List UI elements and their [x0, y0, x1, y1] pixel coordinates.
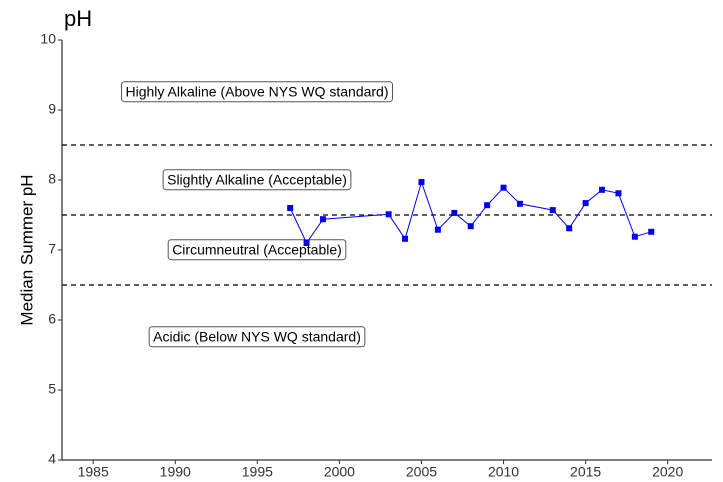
y-tick-label: 6	[48, 311, 56, 327]
x-tick-label: 2000	[324, 464, 355, 480]
annotation: Slightly Alkaline (Acceptable)	[167, 172, 347, 188]
point	[582, 200, 589, 207]
point	[418, 179, 425, 186]
point	[434, 226, 441, 233]
point	[615, 190, 622, 197]
point	[484, 202, 491, 209]
series-line	[289, 180, 652, 245]
x-tick-label: 1990	[160, 464, 191, 480]
y-tick-label: 8	[48, 171, 56, 187]
y-tick-label: 7	[48, 241, 56, 257]
point	[303, 240, 310, 246]
x-tick-label: 2010	[488, 464, 519, 480]
point	[566, 225, 573, 232]
point	[319, 216, 326, 223]
point	[500, 184, 507, 191]
annotation: Highly Alkaline (Above NYS WQ standard)	[126, 84, 389, 100]
annotation: Acidic (Below NYS WQ standard)	[153, 329, 361, 345]
y-tick-label: 5	[48, 381, 56, 397]
x-tick-label: 1995	[242, 464, 273, 480]
annotation: Circumneutral (Acceptable)	[172, 242, 342, 258]
chart-title: pH	[64, 6, 92, 31]
point	[451, 209, 458, 216]
x-tick-label: 1985	[78, 464, 109, 480]
point	[467, 223, 474, 230]
x-tick-label: 2005	[406, 464, 437, 480]
point	[648, 228, 655, 235]
annotation-box	[162, 169, 352, 191]
point	[599, 186, 606, 193]
point	[549, 207, 556, 214]
y-tick-label: 10	[40, 31, 56, 47]
annotation-box	[148, 326, 366, 348]
y-tick-label: 4	[48, 451, 56, 467]
point	[287, 205, 294, 211]
y-axis-label: Median Summer pH	[17, 174, 36, 325]
point	[516, 200, 523, 207]
x-tick-label: 2020	[652, 464, 683, 480]
annotation-box	[121, 81, 393, 103]
point	[385, 211, 392, 218]
point	[631, 233, 638, 240]
x-tick-label: 2015	[570, 464, 601, 480]
point	[402, 235, 409, 242]
annotation-box	[167, 239, 347, 261]
y-tick-label: 9	[48, 101, 56, 117]
